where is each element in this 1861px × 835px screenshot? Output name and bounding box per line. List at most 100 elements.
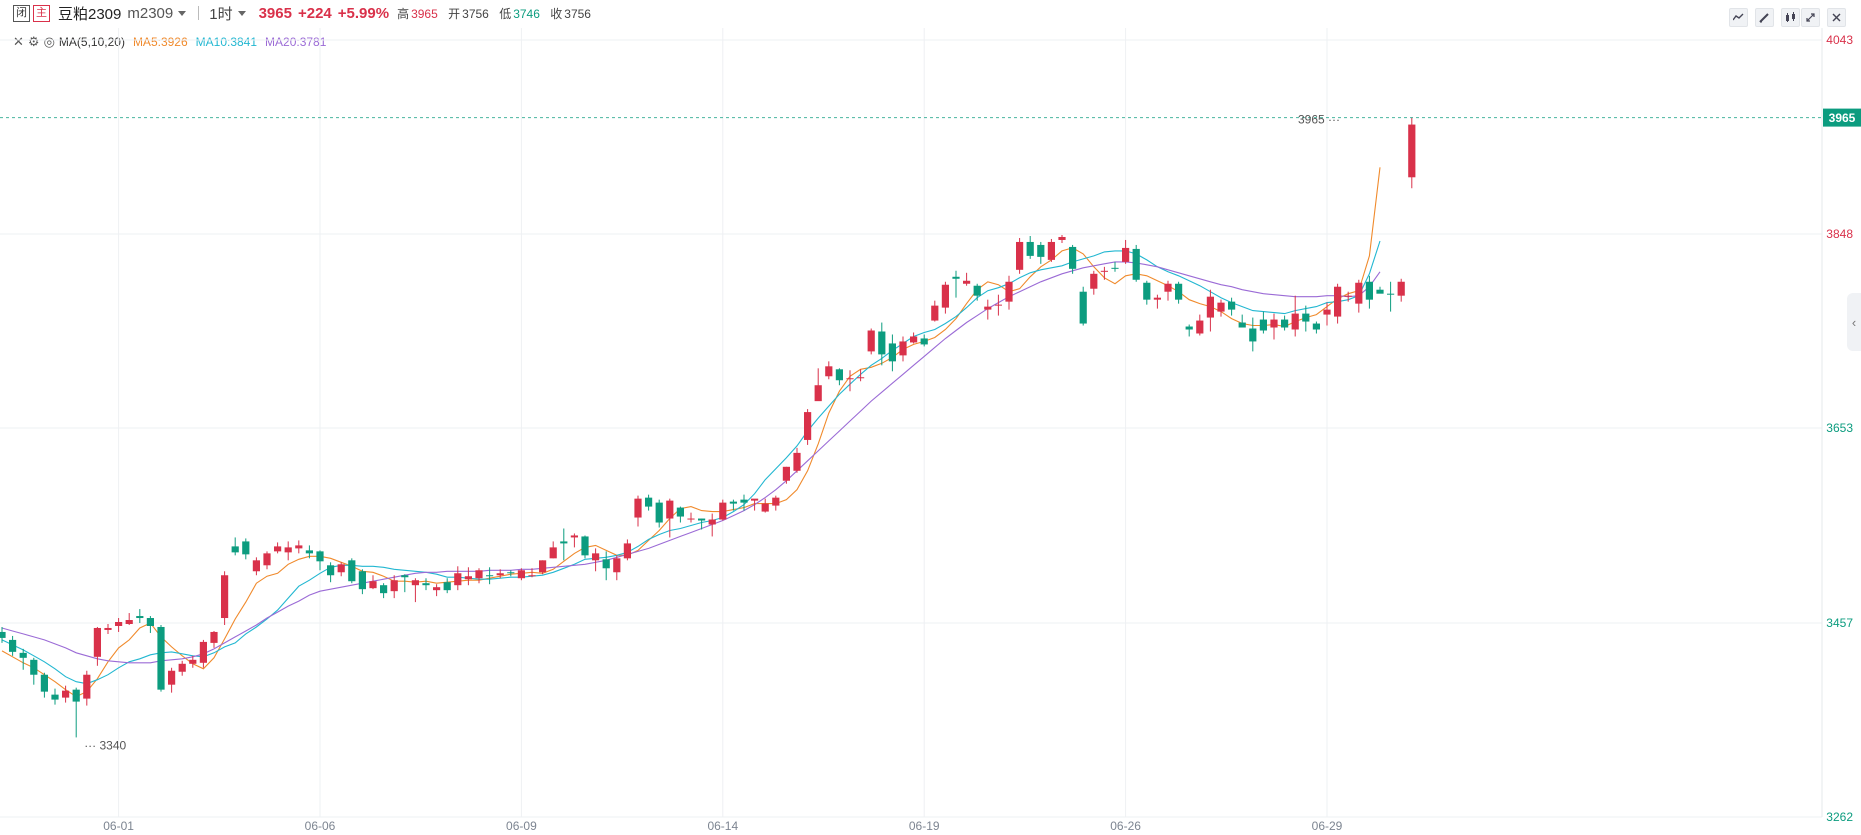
candle-up [1217,299,1225,317]
open-label: 开 [448,6,461,21]
candle-body [83,674,91,699]
candle-body [825,366,833,377]
candle-down [486,567,494,585]
candle-body [284,547,292,553]
candle-down [40,672,48,698]
candle-up [263,551,271,570]
candle-down [316,550,324,571]
price-axis: 4043 3848 3653 3457 3262 [1826,33,1853,824]
candle-down [305,545,313,559]
candle-up [178,660,186,676]
candle-down [1026,235,1034,259]
candle-up [1291,295,1299,337]
candle-body [782,466,790,481]
candle-up [1270,313,1278,340]
x-tick-label: 06-09 [506,819,537,833]
candle-body [1185,326,1193,330]
candle-body [411,580,419,586]
candle-up [687,512,695,523]
candle-body [454,573,462,586]
candle-body [560,541,568,544]
close-icon[interactable] [1827,8,1846,27]
candle-body [1408,124,1416,178]
candle-up [804,409,812,445]
instrument-dropdown-icon[interactable] [178,10,187,16]
candle-down [1037,241,1045,264]
x-tick-label: 06-29 [1312,819,1343,833]
candle-up [93,626,101,666]
candle-body [507,572,515,574]
candle-down [1376,286,1384,294]
candle-down [878,322,886,366]
candle-body [613,558,621,573]
candle-down [740,494,748,511]
collapse-panel-icon[interactable]: ‹ [1847,293,1861,351]
instrument-name[interactable]: 豆粕2309 [58,5,122,23]
instrument-header: 闭 主 豆粕2309 m2309 1时 3965 +224 +5.99% 高 39… [0,0,1861,26]
candle-up [1153,294,1161,309]
candle-body [486,575,494,577]
candle-up [125,613,133,625]
candle-body [963,280,971,284]
candle-up [1334,283,1342,324]
moving-average-lines [1,167,1381,698]
candle-up [62,685,70,703]
candle-body [729,501,737,504]
candle-down [348,558,356,584]
candle-up [189,655,197,668]
candle-down [136,609,144,623]
y-tick-label: 3653 [1826,421,1853,435]
candle-body [1026,241,1034,256]
candle-body [1016,241,1024,270]
candle-up [1323,302,1331,326]
candle-body [793,452,801,471]
candle-body [666,500,674,519]
candle-down [1132,244,1140,282]
candle-body [655,502,663,523]
candle-body [994,304,1002,306]
instrument-code[interactable]: m2309 [127,4,174,22]
candle-up [984,299,992,320]
candle-body [252,560,260,572]
low-value: 3746 [513,6,540,21]
indicator-settings-icon[interactable]: ⚙ [27,34,40,49]
ma10-legend: MA10:3841 [195,35,258,49]
line-style-icon[interactable] [1729,8,1748,27]
candle-up [825,361,833,380]
candle-down [1365,275,1373,309]
candle-down [920,334,928,347]
high-label: 高 [397,6,410,21]
period-selector[interactable]: 1时 [209,5,233,23]
expand-icon[interactable] [1801,8,1820,27]
candle-body [125,620,133,624]
candle-down [507,570,515,577]
candle-body [295,545,303,549]
candle-body [1323,309,1331,315]
candle-up [517,568,525,581]
candle-body [676,507,684,517]
main-contract-badge: 主 [33,4,50,22]
candle-down [835,368,843,386]
candle-up [1196,314,1204,336]
draw-pencil-icon[interactable] [1755,8,1774,27]
candle-body [62,690,70,698]
indicator-visibility-icon[interactable]: ◎ [43,34,55,49]
candle-style-icon[interactable] [1781,8,1800,27]
candle-up [369,575,377,590]
candle-down [422,578,430,591]
price-markers: 3965 3965 ··· ··· 3340 [0,108,1861,752]
remove-indicator-icon[interactable]: ✕ [13,34,24,49]
candle-body [1111,267,1119,269]
y-tick-label: 3457 [1826,616,1853,630]
candle-body [623,543,631,559]
period-dropdown-icon[interactable] [237,10,246,16]
candle-body [72,689,80,702]
candle-up [666,498,674,538]
candle-down [973,283,981,301]
candle-body [464,576,472,580]
candle-down [157,624,165,692]
candle-body [899,341,907,356]
candle-body [539,560,547,573]
candle-up [570,533,578,548]
